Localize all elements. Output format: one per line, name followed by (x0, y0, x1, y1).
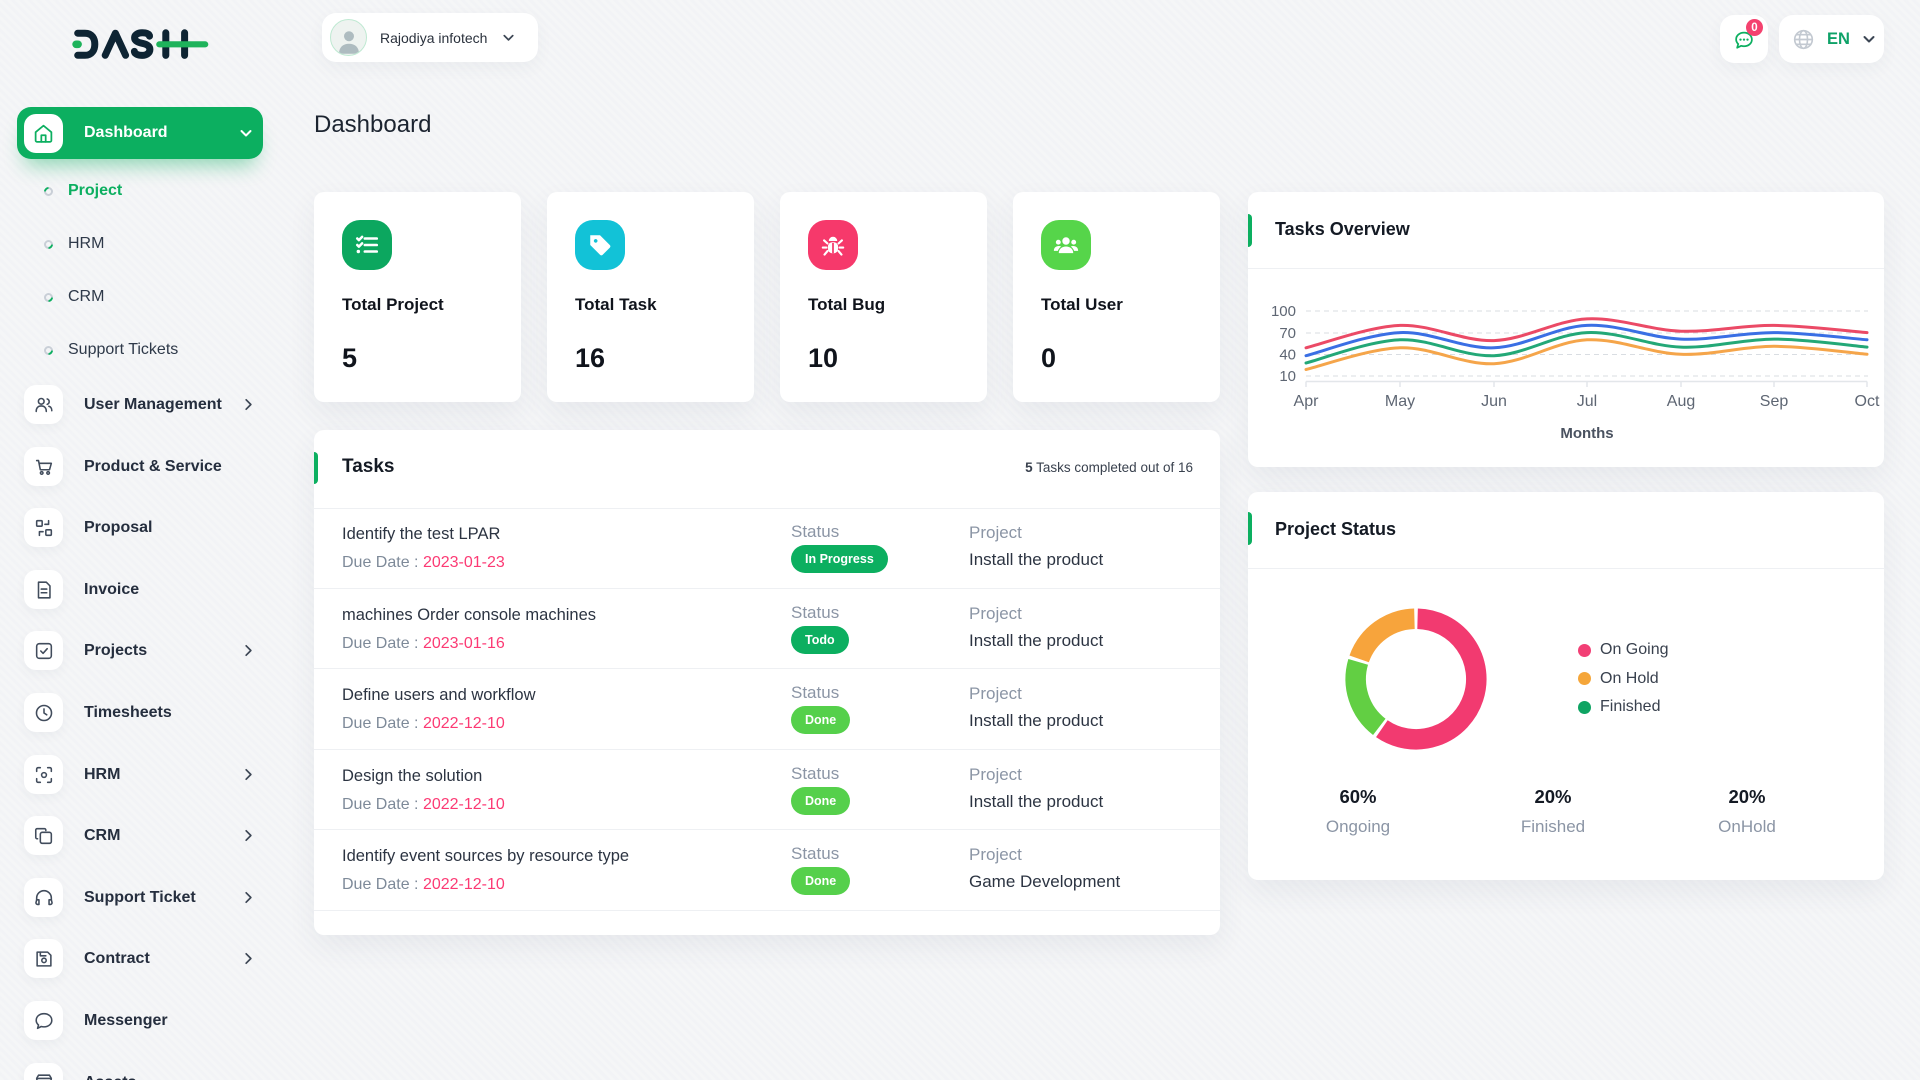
svg-text:Oct: Oct (1855, 393, 1880, 410)
svg-text:100: 100 (1271, 303, 1296, 320)
svg-text:Apr: Apr (1294, 393, 1320, 410)
svg-text:Jun: Jun (1481, 393, 1507, 410)
svg-text:40: 40 (1279, 347, 1296, 364)
svg-text:Months: Months (1560, 425, 1613, 442)
svg-text:Sep: Sep (1760, 393, 1789, 410)
svg-text:Jul: Jul (1577, 393, 1597, 410)
svg-text:70: 70 (1279, 325, 1296, 342)
svg-text:10: 10 (1279, 368, 1296, 385)
svg-text:May: May (1385, 393, 1415, 410)
svg-text:Aug: Aug (1667, 393, 1695, 410)
